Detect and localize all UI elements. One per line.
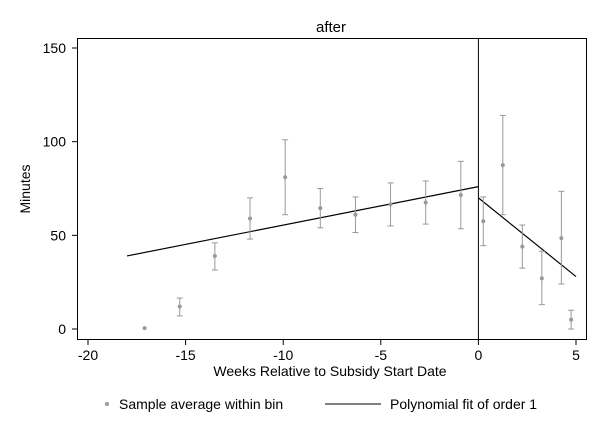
bin-mean-marker [388,202,393,207]
bin-point [282,139,289,216]
bin-mean-marker [500,163,505,168]
bin-mean-marker [318,206,323,211]
x-tick-label: 5 [572,347,580,363]
x-axis: -20 -15 -10 -5 0 5 [78,339,580,363]
y-tick-label: 100 [43,134,67,150]
legend-label-points: Sample average within bin [119,396,283,412]
bin-points [142,114,575,331]
bin-point [457,160,464,230]
y-tick-label: 50 [50,227,66,243]
bin-mean-marker [539,276,544,281]
fit-line-segment [478,197,577,278]
bin-mean-marker [520,244,525,249]
y-tick-label: 0 [58,321,66,337]
bin-point [247,197,254,240]
legend-label-fit: Polynomial fit of order 1 [390,396,537,412]
bin-point [538,250,545,306]
x-tick-label: 0 [475,347,483,363]
bin-mean-marker [559,236,564,241]
bin-mean-marker [423,200,428,205]
bin-mean-marker [177,304,182,309]
x-tick-label: -10 [273,347,293,363]
bin-mean-marker [142,326,147,331]
x-tick-label: -15 [175,347,195,363]
legend-marker-points [105,402,109,406]
bin-point [558,190,565,285]
y-axis: 0 50 100 150 [43,40,78,337]
fit-lines [126,186,577,278]
bin-point [422,180,429,225]
bin-point [499,114,506,216]
bin-point [352,196,359,234]
bin-point [519,224,526,269]
bin-point [142,326,147,331]
bin-mean-marker [353,212,358,217]
bin-mean-marker [569,317,574,322]
bin-point [387,182,394,227]
plot-frame [77,38,587,340]
bin-point [317,188,324,229]
legend: Sample average within bin Polynomial fit… [105,396,537,412]
x-tick-label: -20 [78,347,98,363]
bin-point [176,297,183,317]
bin-point [480,196,487,247]
y-axis-label: Minutes [17,164,33,213]
bin-mean-marker [248,216,253,221]
chart-title: after [316,19,346,36]
fit-line-segment [126,186,479,257]
bin-point [568,309,575,330]
x-tick-label: -5 [375,347,388,363]
x-axis-label: Weeks Relative to Subsidy Start Date [213,363,446,379]
bin-mean-marker [481,219,486,224]
bin-mean-marker [212,253,217,258]
bin-point [211,242,218,271]
y-tick-label: 150 [43,40,67,56]
bin-mean-marker [283,175,288,180]
bin-mean-marker [458,193,463,198]
